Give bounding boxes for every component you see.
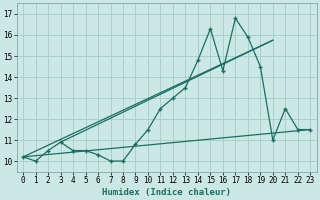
X-axis label: Humidex (Indice chaleur): Humidex (Indice chaleur) bbox=[102, 188, 231, 197]
